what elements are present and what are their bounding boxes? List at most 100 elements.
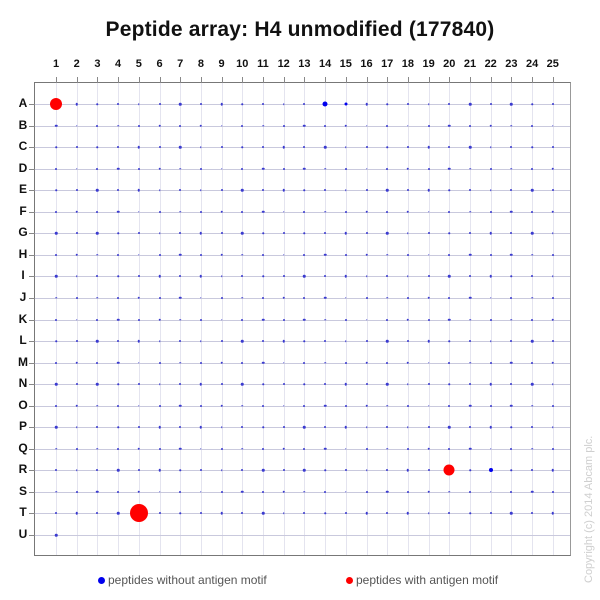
background-spot bbox=[324, 189, 327, 192]
background-spot bbox=[96, 339, 99, 343]
background-spot bbox=[303, 383, 306, 385]
axis-tick bbox=[367, 77, 368, 83]
axis-tick bbox=[284, 77, 285, 83]
background-spot bbox=[365, 275, 368, 278]
background-spot bbox=[54, 232, 58, 235]
background-spot bbox=[345, 340, 347, 342]
background-spot bbox=[406, 167, 410, 170]
background-spot bbox=[510, 404, 513, 407]
background-spot bbox=[262, 189, 264, 192]
background-spot bbox=[158, 210, 161, 213]
background-spot bbox=[158, 167, 161, 170]
background-spot bbox=[75, 469, 78, 472]
background-spot bbox=[220, 361, 223, 364]
background-spot bbox=[282, 383, 285, 386]
background-spot bbox=[220, 296, 223, 299]
grid-line-vertical bbox=[367, 83, 368, 555]
background-spot bbox=[406, 189, 409, 192]
background-spot bbox=[448, 491, 451, 493]
background-spot bbox=[117, 383, 119, 385]
axis-tick bbox=[553, 77, 554, 83]
background-spot bbox=[386, 448, 388, 450]
background-spot bbox=[241, 318, 244, 321]
background-spot bbox=[427, 124, 430, 127]
background-spot bbox=[179, 318, 181, 321]
background-spot bbox=[427, 339, 430, 343]
background-spot bbox=[116, 167, 120, 170]
axis-tick bbox=[532, 77, 533, 83]
axis-tick bbox=[29, 255, 35, 256]
background-spot bbox=[551, 210, 555, 213]
grid-line-horizontal bbox=[35, 169, 570, 170]
background-spot bbox=[448, 426, 451, 429]
blue-dot-icon bbox=[98, 577, 105, 584]
background-spot bbox=[489, 103, 492, 105]
background-spot bbox=[345, 189, 347, 191]
background-spot bbox=[282, 426, 285, 429]
background-spot bbox=[344, 382, 348, 386]
background-spot bbox=[220, 124, 223, 127]
background-spot bbox=[323, 253, 327, 257]
background-spot bbox=[386, 103, 388, 105]
axis-tick bbox=[346, 77, 347, 83]
background-spot bbox=[469, 211, 471, 213]
row-label: T bbox=[19, 505, 27, 520]
background-spot bbox=[489, 297, 492, 299]
background-spot bbox=[386, 361, 389, 364]
background-spot bbox=[386, 512, 389, 515]
background-spot bbox=[54, 382, 58, 386]
background-spot bbox=[345, 448, 347, 450]
background-spot bbox=[448, 167, 451, 170]
background-spot bbox=[385, 232, 389, 235]
background-spot bbox=[55, 469, 57, 472]
background-spot bbox=[365, 189, 368, 192]
background-spot bbox=[344, 361, 347, 364]
background-spot bbox=[117, 146, 120, 149]
background-spot bbox=[323, 145, 327, 149]
background-spot bbox=[448, 512, 451, 515]
background-spot bbox=[510, 296, 513, 299]
background-spot bbox=[406, 512, 410, 515]
background-spot bbox=[510, 361, 513, 364]
axis-tick bbox=[491, 77, 492, 83]
background-spot bbox=[282, 232, 285, 235]
background-spot bbox=[324, 361, 326, 364]
background-spot bbox=[323, 447, 327, 451]
background-spot bbox=[407, 383, 409, 385]
background-spot bbox=[489, 275, 492, 278]
background-spot bbox=[552, 275, 554, 278]
background-spot bbox=[551, 253, 554, 256]
background-spot bbox=[55, 167, 57, 170]
grid-line-horizontal bbox=[35, 363, 570, 364]
legend-label: peptides without antigen motif bbox=[108, 573, 267, 587]
background-spot bbox=[241, 297, 244, 299]
background-spot bbox=[282, 339, 285, 343]
background-spot bbox=[137, 469, 140, 472]
grid-line-horizontal bbox=[35, 320, 570, 321]
background-spot bbox=[344, 426, 348, 429]
background-spot bbox=[117, 340, 120, 343]
background-spot bbox=[262, 447, 264, 450]
background-spot bbox=[345, 297, 347, 299]
background-spot bbox=[282, 490, 285, 494]
background-spot bbox=[448, 383, 451, 385]
background-spot bbox=[552, 426, 554, 428]
grid-line-horizontal bbox=[35, 427, 570, 428]
background-spot bbox=[303, 296, 306, 299]
background-spot bbox=[344, 124, 348, 127]
axis-tick bbox=[180, 77, 181, 83]
background-spot bbox=[427, 232, 430, 235]
background-spot bbox=[261, 512, 265, 515]
background-spot bbox=[427, 211, 430, 213]
background-spot bbox=[117, 447, 120, 450]
background-spot bbox=[241, 254, 244, 256]
background-spot bbox=[282, 145, 285, 149]
axis-tick bbox=[29, 341, 35, 342]
grid-line-horizontal bbox=[35, 190, 570, 191]
background-spot bbox=[75, 275, 78, 278]
background-spot bbox=[303, 253, 306, 256]
axis-tick bbox=[29, 363, 35, 364]
background-spot bbox=[427, 296, 430, 300]
background-spot bbox=[323, 296, 327, 300]
axis-tick bbox=[29, 190, 35, 191]
